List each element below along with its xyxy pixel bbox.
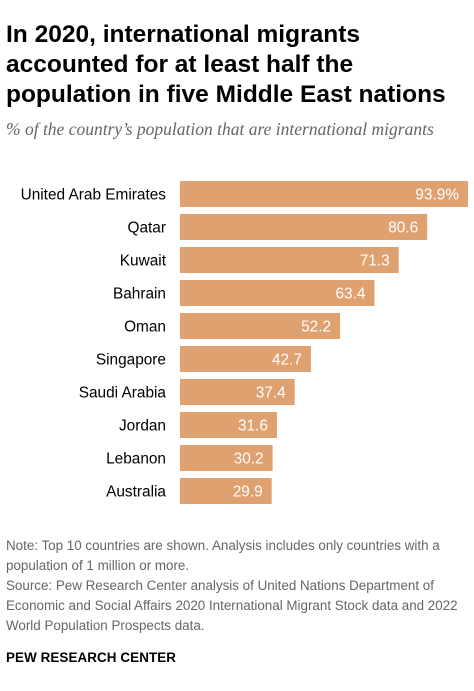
value-label: 63.4	[335, 286, 365, 303]
bar-chart-svg: United Arab Emirates 93.9% Qatar 80.6 Kuwait…	[21, 181, 468, 504]
note-text: Note: Top 10 countries are shown. Analys…	[6, 538, 440, 573]
category-label: Saudi Arabia	[79, 385, 167, 402]
bar	[180, 313, 341, 339]
bar	[180, 346, 311, 372]
category-label: Oman	[124, 319, 166, 336]
value-label: 71.3	[360, 253, 390, 270]
bar	[180, 214, 428, 240]
value-label: 42.7	[272, 352, 302, 369]
category-label: Jordan	[119, 418, 166, 435]
category-label: Lebanon	[106, 451, 166, 468]
bar	[180, 445, 273, 471]
bar	[180, 478, 272, 504]
value-label: 93.9%	[415, 187, 459, 204]
category-label: Qatar	[128, 220, 167, 237]
bar-chart: United Arab Emirates 93.9% Qatar 80.6 Kuwait…	[0, 176, 474, 511]
category-label: United Arab Emirates	[21, 187, 167, 204]
value-label: 37.4	[256, 385, 286, 402]
category-label: Singapore	[96, 352, 166, 369]
category-label: Bahrain	[113, 286, 166, 303]
brand-footer: PEW RESEARCH CENTER	[6, 650, 177, 665]
bar	[180, 280, 375, 306]
value-label: 80.6	[388, 220, 418, 237]
value-label: 31.6	[238, 418, 268, 435]
value-label: 30.2	[234, 451, 264, 468]
category-label: Australia	[106, 484, 166, 501]
bar	[180, 247, 399, 273]
bar	[180, 412, 277, 438]
category-label: Kuwait	[120, 253, 167, 270]
value-label: 29.9	[233, 484, 263, 501]
value-label: 52.2	[301, 319, 331, 336]
bar	[180, 379, 295, 405]
chart-notes: Note: Top 10 countries are shown. Analys…	[6, 536, 470, 636]
chart-title: In 2020, international migrants accounte…	[6, 21, 446, 108]
bar	[180, 181, 468, 207]
chart-subtitle: % of the country’s population that are i…	[6, 119, 434, 139]
source-text: Source: Pew Research Center analysis of …	[6, 578, 458, 633]
